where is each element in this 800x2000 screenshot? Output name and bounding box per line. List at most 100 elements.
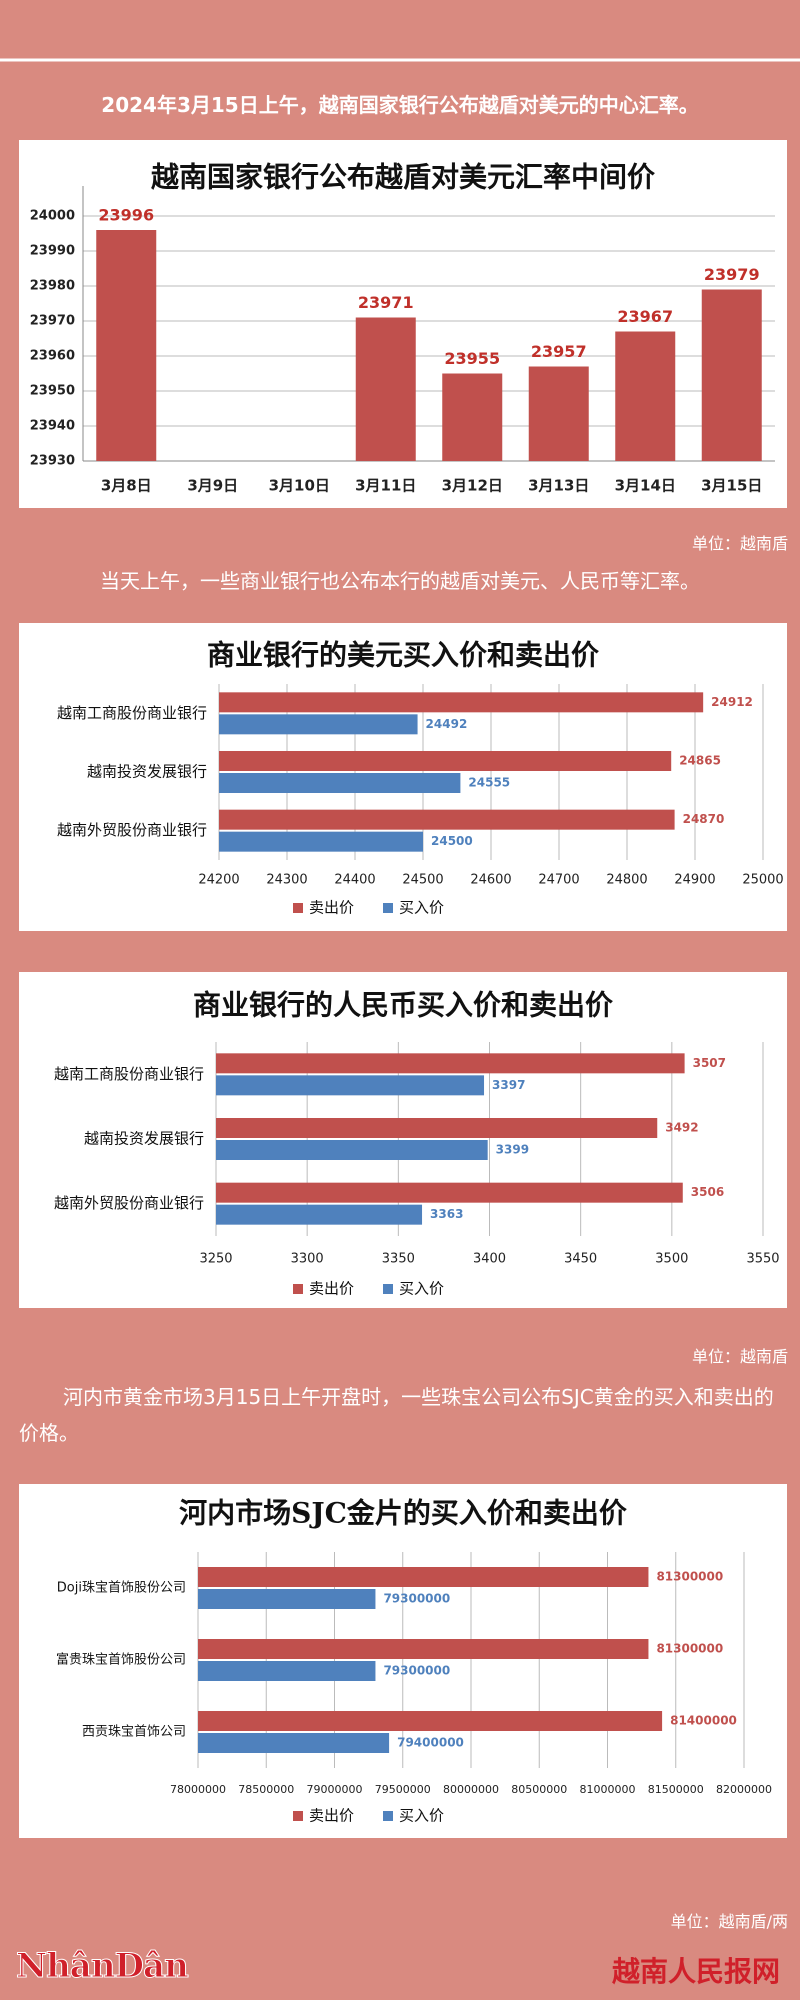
y-tick-label: 24000: [30, 209, 75, 224]
bar: [216, 1140, 488, 1160]
x-tick-label: 80000000: [443, 1783, 499, 1796]
x-tick-label: 3月11日: [355, 477, 416, 495]
chart-title: 商业银行的人民币买入价和卖出价: [193, 989, 614, 1022]
chart-title: 越南国家银行公布越盾对美元汇率中间价: [151, 161, 656, 194]
bar: [528, 366, 589, 461]
bar: [219, 714, 418, 735]
value-label: 23955: [444, 349, 500, 368]
y-tick-label: 23990: [30, 244, 75, 259]
chart-title: 河内市场SJC金片的买入价和卖出价: [179, 1497, 628, 1530]
x-tick-label: 24300: [266, 873, 307, 888]
value-label: 3506: [691, 1185, 724, 1199]
bar: [442, 373, 503, 461]
value-label: 24500: [431, 834, 473, 848]
x-tick-label: 79000000: [307, 1783, 363, 1796]
x-tick-label: 3450: [564, 1252, 597, 1267]
x-tick-label: 25000: [742, 873, 783, 888]
x-tick-label: 3月8日: [101, 477, 152, 495]
bar: [216, 1204, 423, 1225]
x-tick-label: 78000000: [170, 1783, 226, 1796]
bar: [198, 1661, 376, 1681]
x-tick-label: 3300: [291, 1252, 324, 1267]
x-tick-label: 81500000: [648, 1783, 704, 1796]
x-tick-label: 3250: [199, 1252, 232, 1267]
legend-label: 卖出价: [309, 899, 354, 917]
bar: [198, 1589, 376, 1609]
y-tick-label: 23950: [30, 384, 75, 399]
x-tick-label: 3400: [473, 1252, 506, 1267]
value-label: 24870: [683, 812, 725, 826]
x-tick-label: 80500000: [511, 1783, 567, 1796]
chart-title: 商业银行的美元买入价和卖出价: [207, 639, 600, 672]
unit-note: 单位：越南盾: [691, 534, 788, 553]
value-label: 3507: [693, 1056, 726, 1070]
paragraph: 河内市黄金市场3月15日上午开盘时，一些珠宝公司公布SJC黄金的买入和卖出的价格…: [19, 1385, 774, 1445]
unit-note: 单位：越南盾/两: [670, 1912, 788, 1931]
category-label: 越南外贸股份商业银行: [54, 1194, 204, 1212]
category-label: 越南工商股份商业银行: [54, 1065, 204, 1083]
x-tick-label: 81000000: [580, 1783, 636, 1796]
bar: [216, 1075, 485, 1096]
legend-swatch: [293, 1284, 303, 1294]
value-label: 23996: [98, 206, 154, 225]
legend-label: 买入价: [399, 899, 444, 917]
bar: [219, 831, 423, 852]
bar: [198, 1733, 390, 1753]
bar: [198, 1711, 663, 1731]
value-label: 24912: [711, 695, 753, 709]
paragraph: 当天上午，一些商业银行也公布本行的越盾对美元、人民币等汇率。: [100, 569, 700, 593]
x-tick-label: 24400: [334, 873, 375, 888]
x-tick-label: 3月9日: [187, 477, 238, 495]
x-tick-label: 24900: [674, 873, 715, 888]
x-tick-label: 78500000: [238, 1783, 294, 1796]
x-tick-label: 82000000: [716, 1783, 772, 1796]
x-tick-label: 24200: [198, 873, 239, 888]
legend-label: 卖出价: [309, 1807, 354, 1825]
bar: [219, 751, 672, 771]
value-label: 23971: [358, 293, 414, 312]
x-tick-label: 24500: [402, 873, 443, 888]
y-tick-label: 23960: [30, 349, 75, 364]
bar: [219, 809, 675, 830]
value-label: 3399: [496, 1143, 529, 1157]
legend-label: 买入价: [399, 1807, 444, 1825]
value-label: 23957: [531, 342, 587, 361]
value-label: 23967: [617, 307, 673, 326]
category-label: 越南投资发展银行: [87, 763, 207, 781]
x-tick-label: 3550: [746, 1252, 779, 1267]
category-label: 越南投资发展银行: [84, 1130, 204, 1148]
value-label: 3492: [665, 1121, 698, 1135]
category-label: 富贵珠宝首饰股份公司: [56, 1652, 186, 1668]
legend-swatch: [383, 1811, 393, 1821]
bar: [198, 1567, 649, 1587]
bar: [701, 289, 762, 461]
paragraph: 2024年3月15日上午，越南国家银行公布越盾对美元的中心汇率。: [101, 93, 699, 117]
value-label: 24492: [426, 717, 468, 731]
y-tick-label: 23970: [30, 314, 75, 329]
y-tick-label: 23930: [30, 454, 75, 469]
x-tick-label: 3月13日: [528, 477, 589, 495]
legend-label: 卖出价: [309, 1280, 354, 1298]
value-label: 81400000: [670, 1714, 737, 1728]
bar: [198, 1639, 649, 1659]
y-tick-label: 23940: [30, 419, 75, 434]
value-label: 79300000: [383, 1664, 450, 1678]
legend-swatch: [383, 903, 393, 913]
x-tick-label: 3500: [655, 1252, 688, 1267]
x-tick-label: 3月14日: [615, 477, 676, 495]
value-label: 79300000: [383, 1592, 450, 1606]
site-name: 越南人民报网: [611, 1955, 780, 1988]
legend-swatch: [293, 1811, 303, 1821]
value-label: 81300000: [656, 1570, 723, 1584]
category-label: 越南工商股份商业银行: [57, 704, 207, 722]
x-tick-label: 24800: [606, 873, 647, 888]
bar: [96, 230, 157, 461]
value-label: 3397: [492, 1078, 525, 1092]
x-tick-label: 3350: [382, 1252, 415, 1267]
value-label: 23979: [704, 265, 760, 284]
value-label: 3363: [430, 1207, 463, 1221]
legend-label: 买入价: [399, 1280, 444, 1298]
legend-swatch: [293, 903, 303, 913]
